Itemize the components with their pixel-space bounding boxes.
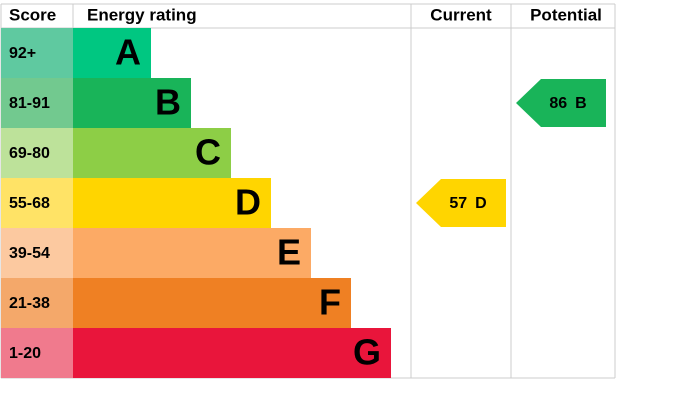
- current-arrow: [416, 179, 506, 227]
- potential-label: 86 B: [549, 95, 586, 112]
- score-cell: [1, 128, 73, 178]
- potential-value: 86: [549, 95, 567, 112]
- score-label: 21-38: [9, 295, 50, 312]
- rating-letter: B: [155, 82, 181, 123]
- rating-bar: [73, 128, 231, 178]
- rating-letter: D: [235, 182, 261, 223]
- score-label: 81-91: [9, 95, 50, 112]
- score-label: 92+: [9, 45, 36, 62]
- header-current: Current: [430, 5, 492, 24]
- rating-bar: [73, 178, 271, 228]
- header-score: Score: [9, 5, 56, 24]
- current-value: 57: [449, 195, 467, 212]
- potential-letter: B: [575, 95, 587, 112]
- header-potential: Potential: [530, 5, 602, 24]
- potential-arrow: [516, 79, 606, 127]
- score-cell: [1, 278, 73, 328]
- rating-bar: [73, 28, 151, 78]
- score-label: 55-68: [9, 195, 50, 212]
- score-cell: [1, 178, 73, 228]
- score-cell: [1, 78, 73, 128]
- score-cell: [1, 228, 73, 278]
- rating-bar: [73, 328, 391, 378]
- score-label: 39-54: [9, 245, 50, 262]
- current-letter: D: [475, 195, 487, 212]
- rating-bar: [73, 228, 311, 278]
- header-rating: Energy rating: [87, 5, 197, 24]
- score-label: 69-80: [9, 145, 50, 162]
- rating-letter: C: [195, 132, 221, 173]
- rating-letter: A: [115, 32, 141, 73]
- score-label: 1-20: [9, 345, 41, 362]
- rating-letter: G: [353, 332, 381, 373]
- current-label: 57 D: [449, 195, 486, 212]
- rating-letter: F: [319, 282, 341, 323]
- score-cell: [1, 28, 73, 78]
- score-cell: [1, 328, 73, 378]
- rating-bar: [73, 78, 191, 128]
- rating-bar: [73, 278, 351, 328]
- rating-letter: E: [277, 232, 301, 273]
